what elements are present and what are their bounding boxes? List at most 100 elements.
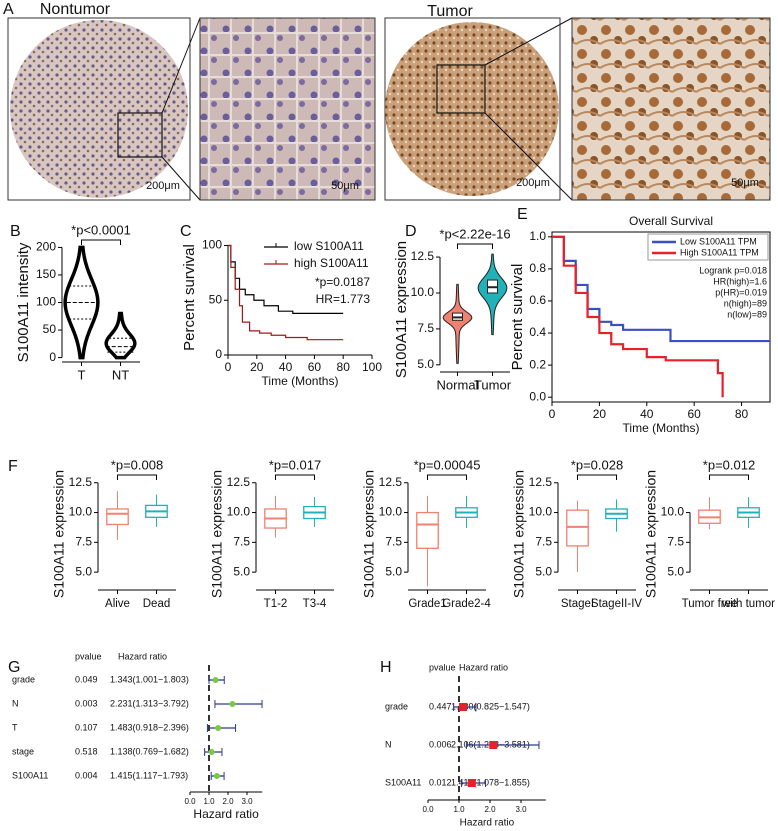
x-tick-label: NT xyxy=(112,367,129,382)
y-tick-label: 5.0 xyxy=(535,564,552,578)
row-hazard-ratio: 2.231(1.313−3.792) xyxy=(110,698,189,708)
y-tick-label: 12.5 xyxy=(529,475,553,489)
y-tick-label: 0 xyxy=(215,347,222,361)
significance-bracket xyxy=(457,243,493,249)
x-tick-label: Normal xyxy=(437,377,479,392)
y-tick-label: 50 xyxy=(43,322,57,336)
y-tick-label: 5.0 xyxy=(417,357,434,371)
x-tick-label: 2.0 xyxy=(484,805,496,814)
y-axis-label: S100A11 expression xyxy=(511,470,527,598)
y-tick-label: 150 xyxy=(36,267,56,281)
column-header: Hazard ratio xyxy=(118,651,167,661)
y-axis-label: Percent survival xyxy=(509,264,526,371)
y-tick-label: 100 xyxy=(202,238,222,252)
x-tick-label: 3.0 xyxy=(241,797,253,806)
row-name: T xyxy=(12,722,18,732)
x-tick-label: StageII-IV xyxy=(591,598,642,610)
x-tick-label: 3.0 xyxy=(515,805,527,814)
y-tick-label: 5.0 xyxy=(385,564,402,578)
annotation: n(high)=89 xyxy=(724,298,767,308)
row-pvalue: 0.447 xyxy=(429,701,452,711)
panel-label: A xyxy=(3,1,14,18)
y-tick-label: 0.4 xyxy=(529,325,546,339)
survival-curve xyxy=(552,235,770,343)
scale-bar: 200μm xyxy=(146,180,180,192)
x-tick-label: 0.0 xyxy=(422,805,434,814)
row-name: N xyxy=(385,739,392,749)
x-tick-label: 40 xyxy=(640,407,654,421)
y-tick-label: 0 xyxy=(49,350,56,364)
annotation: HR=1.773 xyxy=(316,292,371,306)
column-header: pvalue xyxy=(429,662,456,672)
x-tick-label: 80 xyxy=(735,407,749,421)
y-axis-label: S100A11 expression xyxy=(643,470,659,598)
y-tick-label: 10.0 xyxy=(661,505,685,519)
violin xyxy=(104,311,137,360)
x-tick-label: T1-2 xyxy=(264,598,288,610)
y-tick-label: 7.5 xyxy=(385,535,402,549)
x-tick-label: StageI xyxy=(561,598,594,610)
y-tick-label: 12.5 xyxy=(379,475,403,489)
row-name: stage xyxy=(12,746,34,756)
x-tick-label: Grade1 xyxy=(408,598,446,610)
annotation: HR(high)=1.6 xyxy=(713,276,767,286)
row-name: grade xyxy=(385,701,408,711)
x-tick-label: 1.0 xyxy=(203,797,215,806)
row-hazard-ratio: 1.343(1.001−1.803) xyxy=(110,674,189,684)
row-hazard-ratio: 1.138(0.769−1.682) xyxy=(110,746,189,756)
y-tick-label: 7.5 xyxy=(233,535,250,549)
x-tick-label: 20 xyxy=(250,360,264,374)
panel-label: B xyxy=(10,223,21,240)
x-tick-label: Alive xyxy=(105,598,130,610)
hazard-point xyxy=(467,779,476,787)
y-tick-label: 0.6 xyxy=(529,293,546,307)
survival-curve xyxy=(228,244,344,314)
x-tick-label: 60 xyxy=(308,360,322,374)
hazard-point xyxy=(212,677,219,683)
x-tick-label: T3-4 xyxy=(303,598,327,610)
micrograph-zoom xyxy=(571,17,771,201)
panel-label: F xyxy=(8,458,18,475)
x-tick-label: 2.0 xyxy=(222,797,234,806)
legend-label: High S100A11 TPM xyxy=(680,247,759,257)
y-tick-label: 0.2 xyxy=(529,357,546,371)
y-tick-label: 5.0 xyxy=(233,564,250,578)
hazard-point xyxy=(213,773,220,779)
legend-label: Low S100A11 TPM xyxy=(680,236,757,246)
significance-bracket xyxy=(81,239,121,245)
row-hazard-ratio: 1.415(1.117−1.793) xyxy=(110,770,188,780)
x-tick-label: 60 xyxy=(687,407,701,421)
scale-bar: 50μm xyxy=(731,177,759,189)
panel-label: D xyxy=(405,223,417,240)
y-tick-label: 5.0 xyxy=(667,564,684,578)
y-axis-label: S100A11 expression xyxy=(393,241,410,378)
scale-bar: 200μm xyxy=(516,177,550,189)
significance-bracket xyxy=(275,474,315,480)
micrograph xyxy=(384,17,573,201)
y-axis-label: S100A11 expression xyxy=(51,470,67,598)
box xyxy=(106,508,129,526)
survival-curve xyxy=(228,244,344,341)
y-tick-label: 0.0 xyxy=(529,389,546,403)
box xyxy=(566,509,589,547)
micrograph xyxy=(7,17,201,201)
x-tick-label: 100 xyxy=(362,360,382,374)
x-tick-label: 0.0 xyxy=(184,797,196,806)
violin xyxy=(442,283,473,364)
y-tick-label: 7.5 xyxy=(417,321,434,335)
row-pvalue: 0.518 xyxy=(75,746,98,756)
significance-bracket xyxy=(117,474,157,480)
hazard-point xyxy=(459,703,468,711)
y-tick-label: 10.0 xyxy=(227,505,251,519)
y-axis-label: S100A11 expression xyxy=(209,470,225,598)
scale-bar: 50μm xyxy=(331,180,359,192)
x-tick-label: with tumor xyxy=(721,598,775,610)
x-axis-label: Hazard ratio xyxy=(193,807,259,821)
y-tick-label: 12.5 xyxy=(411,249,435,263)
hazard-point xyxy=(208,749,215,755)
violin xyxy=(63,245,100,360)
x-tick-label: 40 xyxy=(279,360,293,374)
panel-label: C xyxy=(180,223,192,240)
row-hazard-ratio: 1.483(0.918−2.396) xyxy=(110,722,189,732)
row-hazard-ratio: 1.414(1.078−1.855) xyxy=(451,777,530,787)
